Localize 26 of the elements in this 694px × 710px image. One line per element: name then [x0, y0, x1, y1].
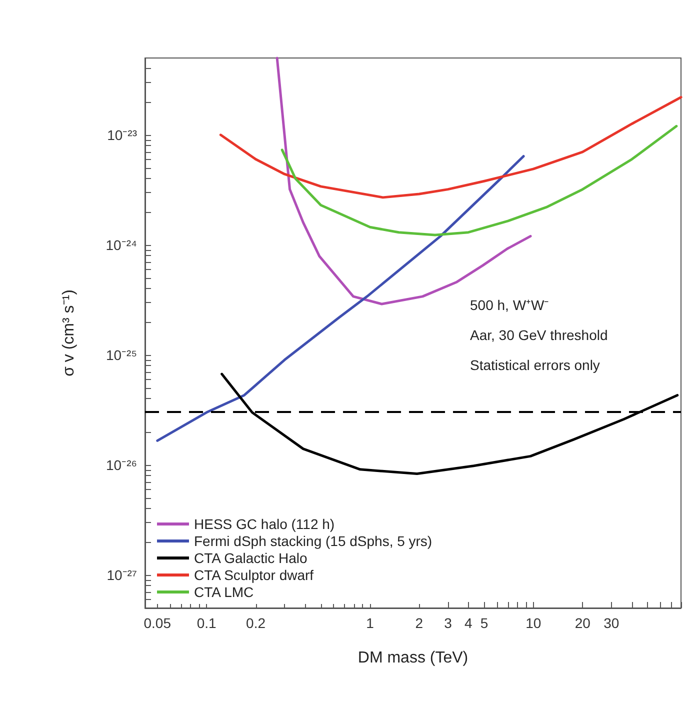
x-tick-label: 0.05	[144, 615, 172, 631]
x-tick-label: 5	[480, 615, 488, 631]
annotation: 500 h, W⁺W⁻	[470, 297, 550, 313]
x-tick-label: 3	[444, 615, 452, 631]
x-tick-label: 2	[415, 615, 424, 631]
x-axis-title: DM mass (TeV)	[358, 650, 468, 666]
y-tick-label: 10⁻²⁵	[106, 346, 137, 363]
legend-label: CTA Galactic Halo	[194, 550, 308, 566]
x-tick-label: 1	[366, 615, 374, 631]
legend-label: CTA LMC	[194, 584, 254, 600]
x-tick-label: 20	[574, 615, 591, 631]
y-axis-title: σ v (cm³ s⁻¹)	[60, 290, 78, 376]
annotation: Aar, 30 GeV threshold	[470, 327, 608, 343]
x-tick-label: 0.2	[246, 615, 266, 631]
legend-label: HESS GC halo (112 h)	[194, 516, 335, 532]
x-tick-label: 0.1	[196, 615, 217, 631]
x-tick-label: 10	[526, 615, 542, 631]
annotation: Statistical errors only	[470, 357, 600, 373]
y-tick-label: 10⁻²⁶	[106, 456, 137, 473]
y-tick-label: 10⁻²³	[107, 126, 138, 143]
y-tick-label: 10⁻²⁷	[106, 566, 137, 583]
legend-label: Fermi dSph stacking (15 dSphs, 5 yrs)	[194, 533, 432, 549]
x-tick-label: 30	[604, 615, 620, 631]
legend-label: CTA Sculptor dwarf	[194, 567, 314, 583]
y-tick-label: 10⁻²⁴	[106, 236, 137, 253]
x-tick-label: 4	[464, 615, 472, 631]
